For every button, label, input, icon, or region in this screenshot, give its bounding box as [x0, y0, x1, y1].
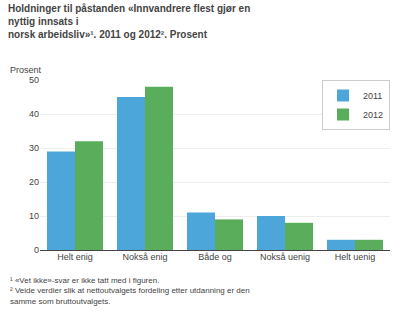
svg-text:2011: 2011: [363, 91, 382, 101]
svg-text:20: 20: [29, 177, 39, 187]
svg-text:Både og: Både og: [198, 252, 232, 262]
svg-text:10: 10: [29, 211, 39, 221]
svg-text:Holdninger til påstanden «Innv: Holdninger til påstanden «Innvandrere fl…: [8, 3, 250, 40]
svg-text:2012: 2012: [363, 110, 383, 120]
svg-text:Nokså enig: Nokså enig: [122, 252, 167, 262]
svg-text:Nokså uenig: Nokså uenig: [260, 252, 310, 262]
svg-text:Prosent: Prosent: [10, 65, 42, 75]
svg-text:Helt uenig: Helt uenig: [335, 252, 376, 262]
svg-text:40: 40: [29, 109, 39, 119]
svg-text:Helt enig: Helt enig: [57, 252, 93, 262]
svg-text:0: 0: [34, 245, 39, 255]
svg-text:50: 50: [29, 75, 39, 85]
svg-text:¹ «Vet ikke»-svar er ikke tatt: ¹ «Vet ikke»-svar er ikke tatt med i fig…: [10, 276, 250, 306]
svg-text:30: 30: [29, 143, 39, 153]
